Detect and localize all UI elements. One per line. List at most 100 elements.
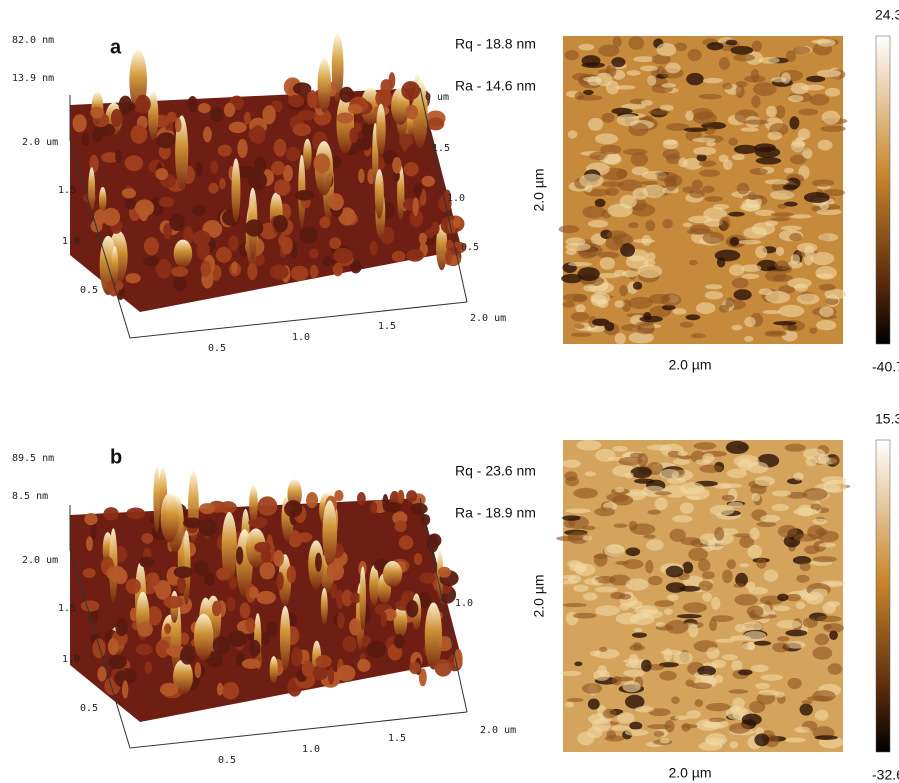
- phase-grain: [574, 662, 582, 667]
- phase-grain: [579, 44, 595, 51]
- phase-grain: [733, 54, 755, 62]
- phase-grain: [571, 312, 590, 322]
- surface-bump: [399, 134, 414, 148]
- surface-bump: [195, 162, 202, 176]
- phase-grain: [606, 237, 624, 251]
- phase-grain: [684, 127, 708, 131]
- phase-grain: [563, 294, 587, 302]
- phase-grain: [625, 472, 634, 478]
- surface-bump: [143, 256, 160, 266]
- phase-grain: [599, 647, 607, 652]
- phase-grain: [683, 223, 692, 228]
- phase-grain: [604, 154, 622, 165]
- phase-grain: [583, 592, 597, 600]
- phase-grain: [617, 114, 640, 126]
- phase-grain: [735, 594, 758, 605]
- phase-grain: [597, 665, 607, 677]
- surface-bump: [284, 500, 302, 517]
- surface-bump: [231, 261, 237, 273]
- phase-grain: [656, 622, 666, 627]
- phase-grain: [582, 55, 601, 66]
- phase-grain: [695, 699, 704, 707]
- phase-grain: [819, 284, 836, 291]
- surface-bump: [414, 553, 423, 565]
- surface-bump: [394, 634, 404, 648]
- phase-grain: [712, 659, 726, 668]
- surface-bump: [245, 219, 263, 236]
- surface-bump: [226, 597, 235, 611]
- phase-grain: [699, 94, 722, 100]
- phase-grain: [641, 181, 659, 185]
- surface-bump: [419, 572, 435, 583]
- surface-bump: [287, 566, 296, 584]
- surface-bump: [384, 502, 400, 513]
- surface-bump: [278, 235, 286, 247]
- phase-grain: [571, 333, 592, 337]
- phase-grain: [573, 613, 597, 619]
- phase-grain: [728, 212, 744, 217]
- right-tick-label: 0.5: [461, 242, 479, 253]
- phase-grain: [632, 167, 649, 176]
- phase-grain: [719, 305, 729, 313]
- surface-bump: [348, 104, 363, 114]
- surface-bump: [316, 655, 332, 668]
- phase-grain: [578, 267, 600, 281]
- panel: a82.0 nm13.9 nm2.0 um1.51.00.50.51.01.52…: [12, 7, 899, 375]
- surface-bump: [337, 612, 345, 628]
- x-tick-label: 0.5: [208, 343, 226, 354]
- phase-grain: [623, 670, 645, 677]
- phase-grain: [736, 85, 745, 98]
- surface-bump: [322, 256, 332, 266]
- phase-grain: [747, 545, 762, 559]
- phase-grain: [730, 741, 738, 748]
- surface-bump: [298, 110, 316, 120]
- z-label: 8.5 nm: [12, 491, 48, 502]
- phase-grain: [583, 535, 592, 540]
- phase-grain: [772, 490, 791, 496]
- surface-3d: [70, 34, 466, 312]
- phase-grain: [795, 727, 811, 733]
- phase-grain: [771, 77, 787, 82]
- surface-bump: [274, 139, 287, 157]
- surface-bump: [199, 503, 215, 514]
- surface-bump: [249, 485, 258, 523]
- roughness: Rq - 23.6 nm: [455, 463, 536, 479]
- phase-grain: [772, 504, 790, 511]
- surface-bump: [212, 601, 221, 617]
- phase-grain: [634, 628, 642, 633]
- phase-grain: [749, 528, 759, 540]
- surface-bump: [247, 263, 257, 281]
- phase-grain: [665, 63, 680, 74]
- phase-grain: [789, 233, 802, 241]
- surface-bump: [369, 565, 379, 606]
- surface-bump: [375, 169, 384, 219]
- surface-bump: [199, 518, 217, 536]
- colorbar-max: 24.3°: [875, 7, 899, 23]
- phase-grain: [705, 733, 727, 746]
- surface-bump: [141, 533, 153, 544]
- phase-grain: [614, 524, 628, 528]
- x-tick-label: 1.5: [388, 733, 406, 744]
- surface-bump: [174, 566, 193, 578]
- surface-bump: [136, 644, 153, 656]
- phase-grain: [707, 42, 724, 50]
- surface-bump: [295, 190, 314, 201]
- phase-grain: [664, 608, 673, 615]
- phase-grain: [657, 43, 677, 56]
- phase-grain: [705, 291, 723, 300]
- phase-grain: [760, 515, 780, 523]
- surface-bump: [103, 507, 118, 520]
- phase-grain: [771, 212, 794, 217]
- phase-grain: [583, 284, 596, 292]
- phase-grain: [784, 737, 806, 742]
- roughness: Ra - 14.6 nm: [455, 78, 536, 94]
- phase-grain: [815, 710, 829, 721]
- surface-3d: [70, 466, 463, 722]
- right-tick-label: 1.0: [447, 193, 465, 204]
- phase-grain: [667, 594, 679, 601]
- phase-grain: [732, 154, 745, 160]
- phase-grain: [744, 336, 753, 342]
- surface-bump: [401, 81, 420, 100]
- phase-grain: [744, 317, 755, 327]
- phase-grain: [823, 602, 837, 614]
